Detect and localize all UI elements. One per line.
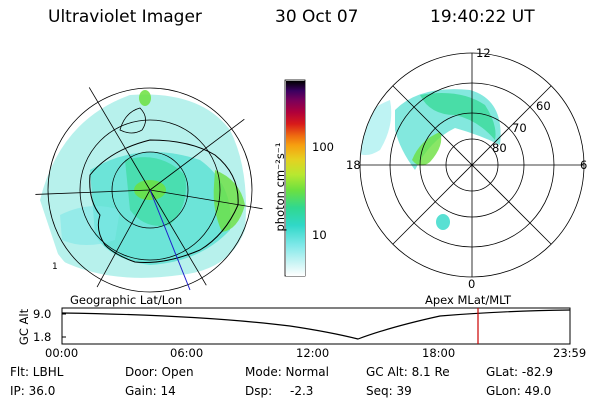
altitude-curve: [61, 309, 571, 340]
status-seq: Seq: 39: [366, 384, 412, 398]
mlt-label-18: 18: [346, 158, 361, 172]
colorbar-unit-label: photon cm⁻²s⁻¹: [273, 142, 287, 232]
altitude-ytick-high: 9.0: [33, 307, 52, 321]
status-filter: Flt: LBHL: [10, 365, 64, 379]
altitude-xtick-1: 06:00: [170, 346, 204, 360]
status-gc-alt: GC Alt: 8.1 Re: [366, 365, 450, 379]
status-door: Door: Open: [125, 365, 194, 379]
colorbar-gradient: [286, 81, 305, 276]
colorbar-tick-10: 10: [312, 228, 327, 242]
geographic-aurora-image: [35, 70, 265, 300]
app-title: Ultraviolet Imager: [48, 7, 202, 27]
status-dsp-value: -2.3: [290, 384, 314, 398]
status-mode: Mode: Normal: [245, 365, 329, 379]
mlat-label-80: 80: [492, 141, 507, 155]
altitude-xtick-2: 12:00: [296, 346, 330, 360]
altitude-plot-frame: [61, 307, 571, 345]
apex-aurora-image: [360, 89, 501, 230]
mlt-label-0: 0: [468, 277, 476, 291]
status-glon: GLon: 49.0: [486, 384, 552, 398]
left-map-corner-label: 1: [52, 262, 58, 272]
status-dsp-label: Dsp:: [245, 384, 273, 398]
altitude-ytick-low: 1.8: [33, 330, 52, 344]
mlt-label-12: 12: [476, 46, 491, 60]
mlt-label-6: 6: [580, 158, 588, 172]
altitude-xtick-3: 18:00: [422, 346, 456, 360]
status-gain: Gain: 14: [125, 384, 176, 398]
altitude-xtick-4: 23:59: [553, 346, 587, 360]
status-glat: GLat: -82.9: [486, 365, 553, 379]
mlat-label-70: 70: [512, 121, 527, 135]
left-map-caption: Geographic Lat/Lon: [70, 293, 183, 307]
time-label: 19:40:22 UT: [430, 7, 535, 27]
apex-grid: [359, 52, 585, 278]
colorbar-tick-100: 100: [312, 140, 334, 154]
right-map-caption: Apex MLat/MLT: [425, 293, 512, 307]
altitude-xtick-0: 00:00: [45, 346, 79, 360]
status-ip: IP: 36.0: [10, 384, 56, 398]
mlat-label-60: 60: [536, 99, 551, 113]
altitude-ylabel: GC Alt: [17, 308, 31, 346]
date-label: 30 Oct 07: [275, 7, 359, 27]
